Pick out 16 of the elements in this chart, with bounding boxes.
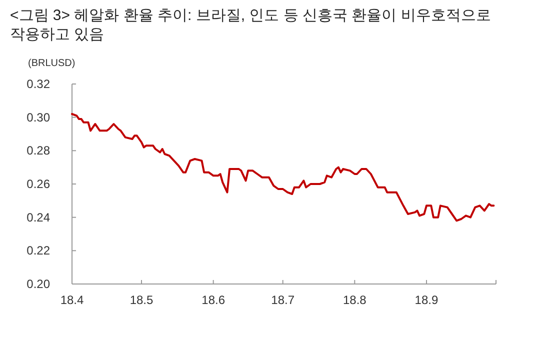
x-tick-label: 18.9: [414, 293, 438, 307]
x-tick-label: 18.6: [202, 293, 226, 307]
y-axis-title: (BRLUSD): [28, 58, 76, 69]
x-tick-label: 18.5: [130, 293, 154, 307]
x-tick-label: 18.8: [342, 293, 367, 307]
y-tick-label: 0.30: [26, 110, 50, 124]
chart-title: <그림 3> 헤알화 환율 추이: 브라질, 인도 등 신흥국 환율이 비우호적으로 작용하고 있음: [10, 7, 491, 43]
y-tick-label: 0.26: [26, 177, 50, 191]
y-tick-label: 0.24: [26, 210, 50, 224]
line-series: [71, 113, 495, 222]
x-tick-label: 18.7: [271, 293, 295, 307]
y-tick-label: 0.22: [26, 244, 50, 258]
y-tick-label: 0.28: [26, 144, 50, 158]
y-tick-label: 0.20: [26, 277, 50, 291]
y-tick-label: 0.32: [26, 77, 50, 91]
x-tick-label: 18.4: [60, 293, 84, 307]
